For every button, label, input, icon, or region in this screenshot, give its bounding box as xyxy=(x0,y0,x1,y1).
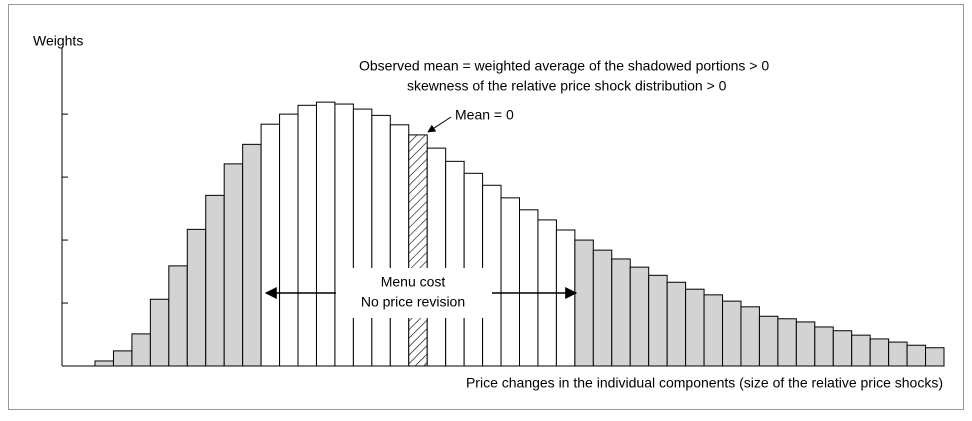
bar xyxy=(112,350,133,367)
bar xyxy=(149,298,170,367)
bar xyxy=(334,103,354,367)
bar xyxy=(555,229,576,367)
annotation: Mean = 0 xyxy=(455,107,514,123)
bar xyxy=(352,108,373,367)
bar xyxy=(426,147,447,367)
bar xyxy=(297,104,317,367)
bar xyxy=(205,194,225,367)
bar xyxy=(740,306,760,367)
bar xyxy=(925,347,945,367)
bar xyxy=(795,321,816,367)
bar xyxy=(703,294,724,367)
bar xyxy=(814,326,834,367)
bar xyxy=(685,288,705,367)
bar xyxy=(869,338,890,367)
bar xyxy=(131,333,151,367)
bar xyxy=(592,249,613,367)
y-axis-label: Weights xyxy=(33,33,83,49)
bar xyxy=(223,163,244,367)
x-axis-label: Price changes in the individual componen… xyxy=(466,375,943,391)
frame xyxy=(8,4,964,410)
bar xyxy=(519,209,539,367)
annotation: Menu cost xyxy=(381,274,446,290)
bar xyxy=(758,315,779,367)
bar xyxy=(666,281,687,367)
bar xyxy=(242,143,262,367)
annotation: No price revision xyxy=(361,294,465,310)
bar xyxy=(574,239,594,367)
annotation: skewness of the relative price shock dis… xyxy=(407,78,727,94)
annotation: Observed mean = weighted average of the … xyxy=(359,58,769,74)
bar xyxy=(94,360,114,367)
bar xyxy=(629,266,650,367)
bar xyxy=(279,113,299,367)
arrow xyxy=(427,116,452,133)
bars xyxy=(94,101,945,367)
bar xyxy=(851,334,871,367)
bar xyxy=(186,228,207,367)
bar xyxy=(832,330,853,367)
menu-cost-box: Menu cost No price revision xyxy=(264,268,578,318)
bar xyxy=(371,114,391,367)
bar xyxy=(611,258,631,367)
bar xyxy=(260,123,281,367)
bar xyxy=(389,124,410,367)
bar xyxy=(906,344,927,367)
bar xyxy=(168,265,188,367)
bar xyxy=(722,300,742,367)
bar xyxy=(648,274,668,367)
bar xyxy=(408,134,428,367)
label-background xyxy=(336,268,492,318)
bar xyxy=(445,160,465,367)
bar xyxy=(315,101,336,367)
bar xyxy=(777,318,797,367)
bar xyxy=(888,341,908,367)
bar xyxy=(500,197,521,367)
